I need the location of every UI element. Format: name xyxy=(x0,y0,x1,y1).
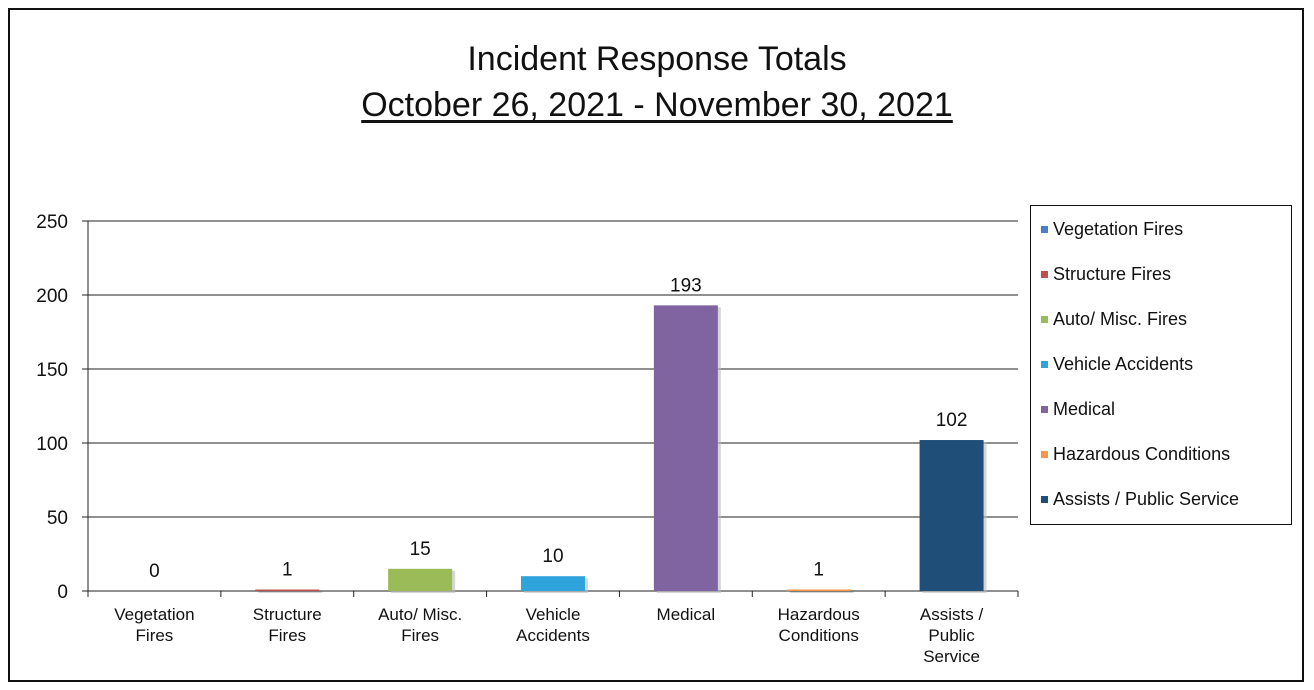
legend-label: Medical xyxy=(1053,399,1116,419)
legend-item: Medical xyxy=(1041,399,1115,420)
x-tick-label: Vehicle Accidents xyxy=(516,605,590,645)
y-tick-label: 200 xyxy=(36,286,68,307)
x-tick-label: Structure Fires xyxy=(253,605,322,645)
chart-title: Incident Response Totals xyxy=(467,40,847,78)
legend-label: Vegetation Fires xyxy=(1053,219,1184,239)
y-tick-label: 150 xyxy=(36,360,68,381)
legend-swatch xyxy=(1041,316,1048,323)
x-tick-label: Vegetation Fires xyxy=(114,605,194,645)
legend-swatch xyxy=(1041,361,1048,368)
legend-swatch xyxy=(1041,271,1048,278)
x-tick-label: Auto/ Misc. Fires xyxy=(378,605,462,645)
legend-label: Hazardous Conditions xyxy=(1053,444,1231,464)
legend-item: Auto/ Misc. Fires xyxy=(1041,309,1187,330)
legend-swatch xyxy=(1041,496,1048,503)
data-label: 1 xyxy=(282,560,293,581)
legend-swatch xyxy=(1041,451,1048,458)
y-tick-label: 50 xyxy=(47,508,68,529)
legend-label: Auto/ Misc. Fires xyxy=(1053,309,1188,329)
chart-legend: Vegetation Fires Structure Fires Auto/ Mis… xyxy=(1030,205,1292,525)
data-label: 193 xyxy=(670,275,702,296)
legend-item: Assists / Public Service xyxy=(1041,489,1239,510)
bar xyxy=(521,576,585,591)
x-tick-label: Hazardous Conditions xyxy=(778,605,860,645)
chart-subtitle: October 26, 2021 - November 30, 2021 xyxy=(361,86,953,124)
data-label: 1 xyxy=(813,560,824,581)
legend-item: Hazardous Conditions xyxy=(1041,444,1230,465)
legend-label: Vehicle Accidents xyxy=(1053,354,1194,374)
y-tick-label: 250 xyxy=(36,212,68,233)
bar xyxy=(388,568,453,591)
bar xyxy=(653,305,718,591)
data-label: 102 xyxy=(936,410,968,431)
x-tick-label: Assists / Public Service xyxy=(920,605,984,666)
data-label: 10 xyxy=(542,546,563,567)
legend-item: Vehicle Accidents xyxy=(1041,354,1193,375)
bar-shadow xyxy=(258,591,323,593)
y-tick-label: 0 xyxy=(57,582,68,603)
bar xyxy=(786,589,851,591)
y-tick-label: 100 xyxy=(36,434,68,455)
legend-item: Structure Fires xyxy=(1041,264,1171,285)
x-tick-label: Medical xyxy=(657,605,716,624)
legend-label: Structure Fires xyxy=(1053,264,1172,284)
bar xyxy=(255,589,320,591)
data-label: 0 xyxy=(149,561,160,582)
legend-swatch xyxy=(1041,226,1048,233)
bar-shadow xyxy=(789,591,854,593)
legend-label: Assists / Public Service xyxy=(1053,489,1240,509)
legend-swatch xyxy=(1041,406,1048,413)
bar xyxy=(919,440,984,591)
data-label: 15 xyxy=(410,539,431,560)
legend-item: Vegetation Fires xyxy=(1041,219,1183,240)
